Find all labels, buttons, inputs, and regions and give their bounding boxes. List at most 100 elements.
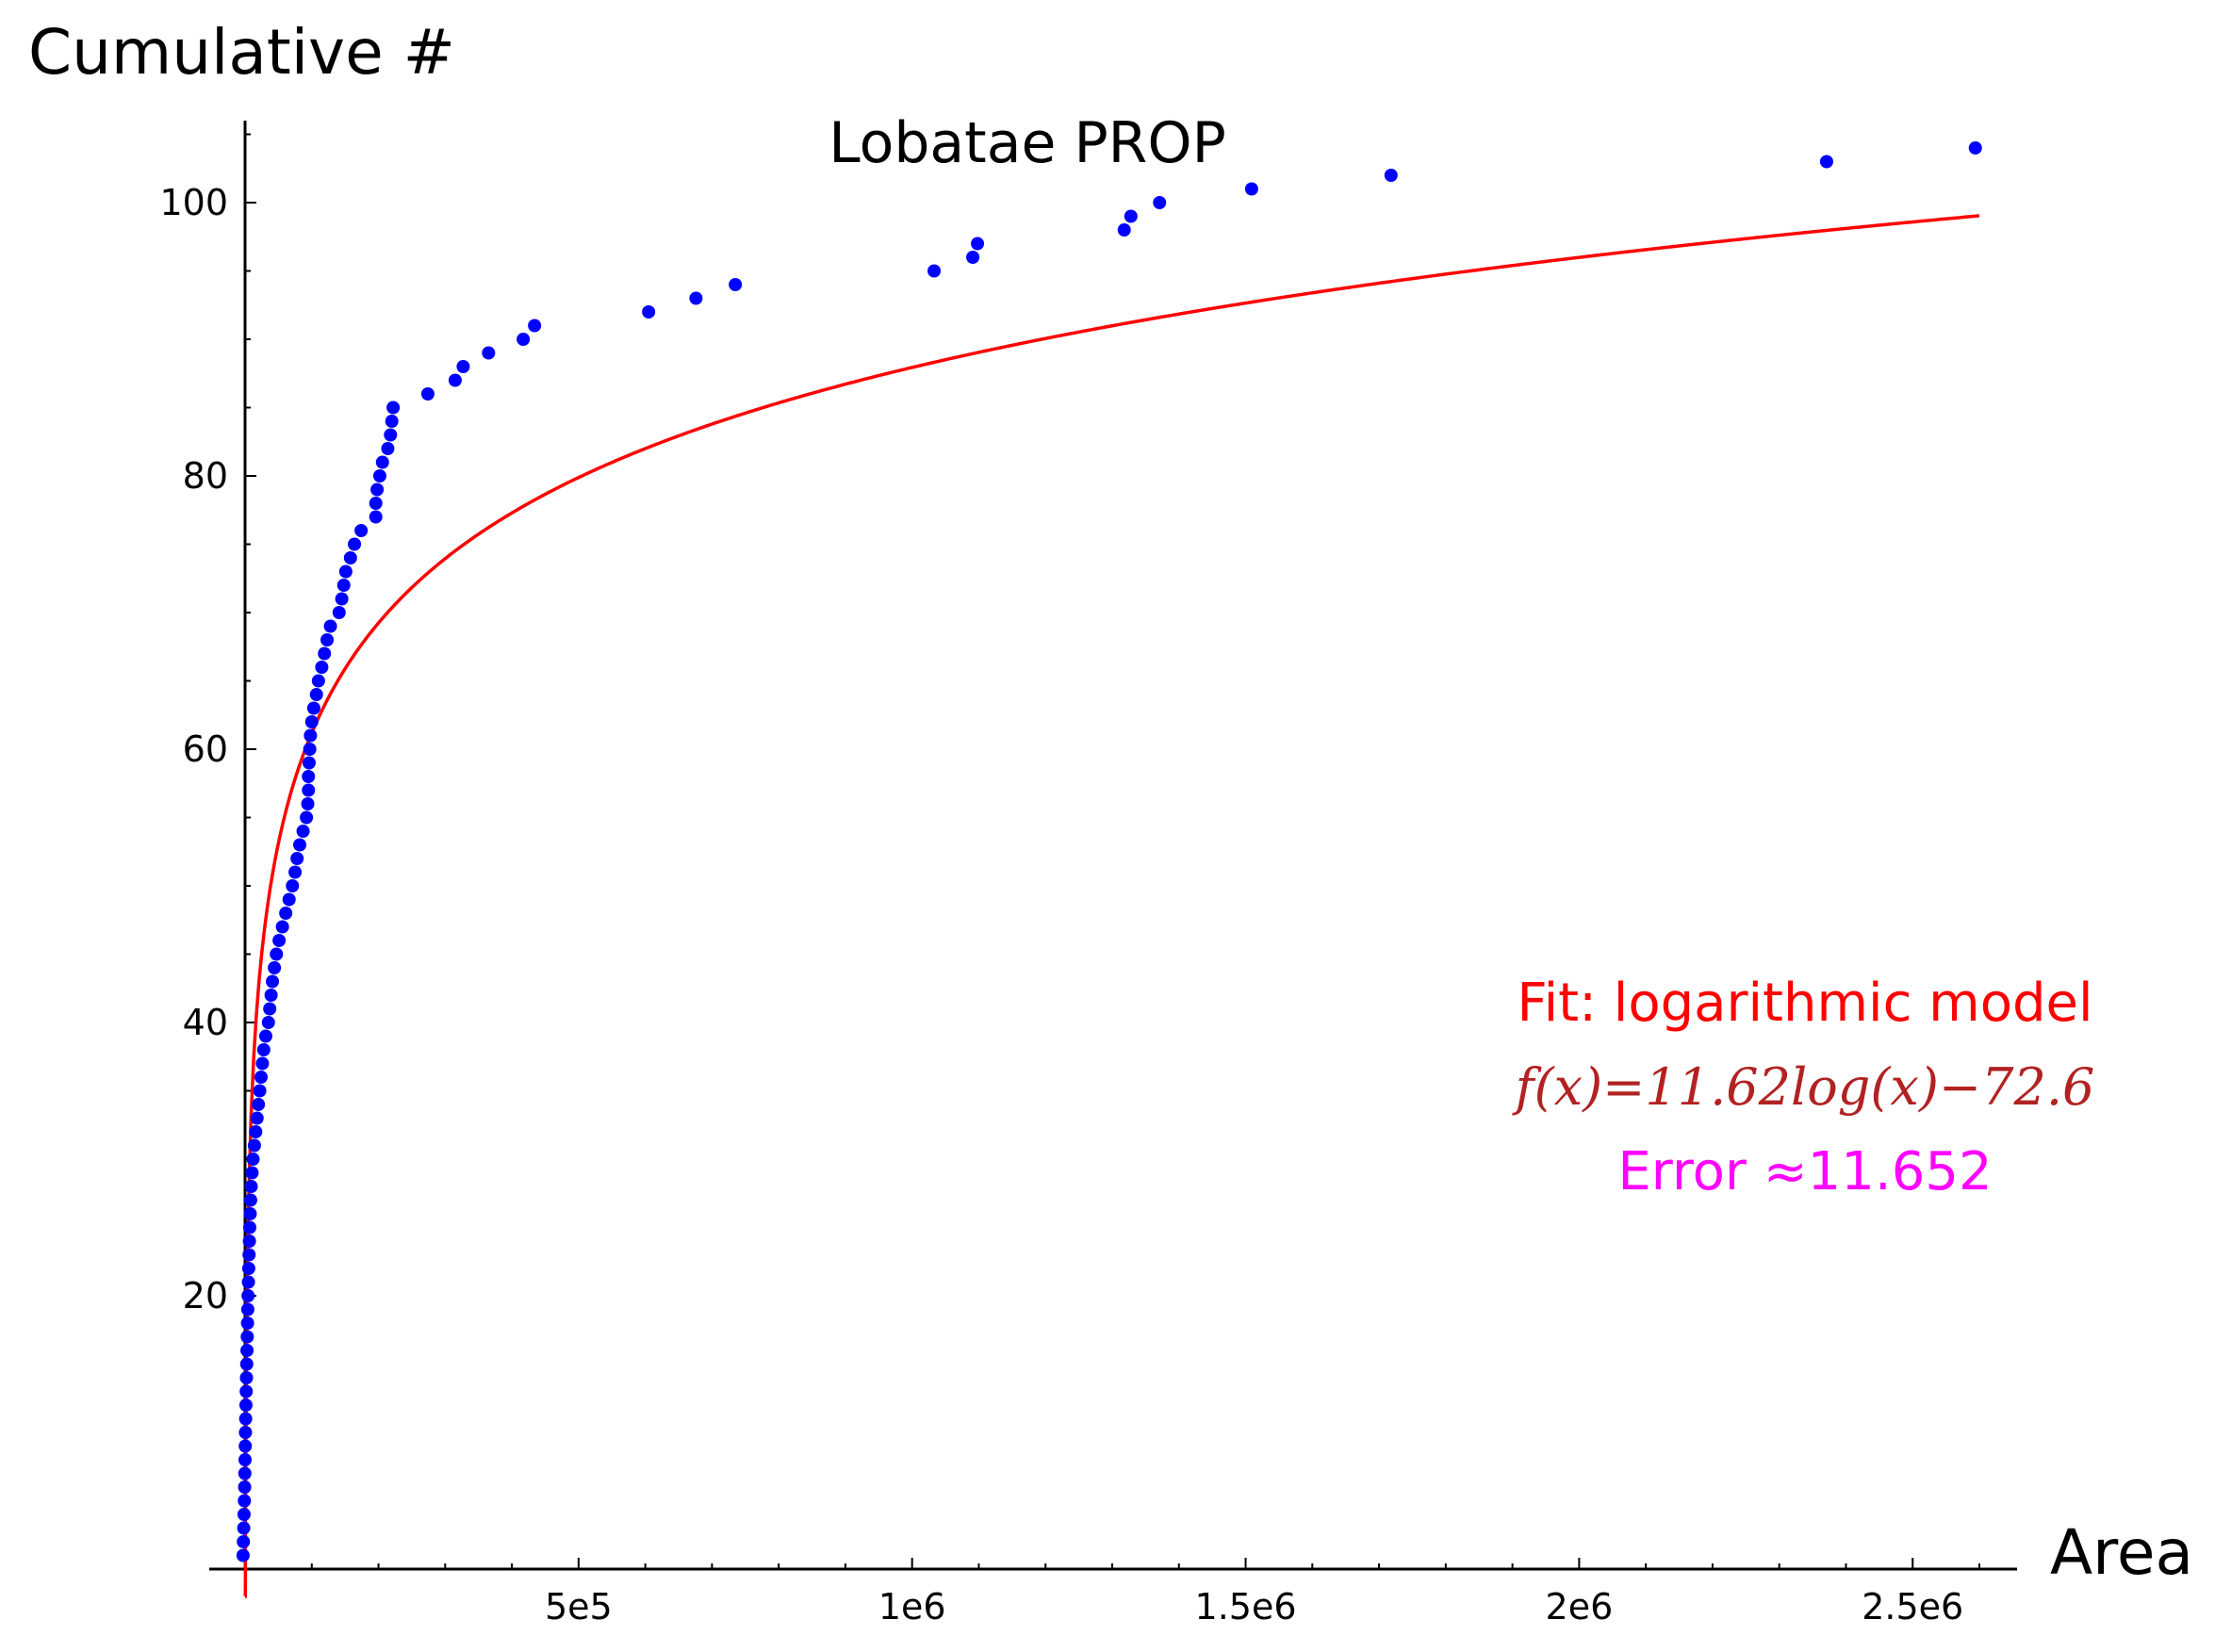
x-tick-label: 5e5 (545, 1586, 613, 1627)
data-point (1819, 155, 1833, 169)
data-point (966, 251, 980, 264)
data-point (517, 333, 531, 346)
data-point (384, 428, 398, 442)
data-point (372, 469, 386, 483)
data-point (420, 387, 435, 401)
data-point (1153, 196, 1167, 209)
data-point (241, 1275, 255, 1289)
data-point (242, 1220, 256, 1235)
data-point (375, 455, 389, 469)
data-point (240, 1302, 254, 1317)
data-point (370, 483, 385, 497)
data-point (1124, 209, 1138, 223)
data-point (240, 1317, 254, 1330)
x-tick-label: 2e6 (1546, 1586, 1614, 1627)
data-point (315, 661, 329, 674)
data-point (266, 974, 280, 989)
data-point (293, 838, 307, 852)
data-point (335, 592, 349, 606)
data-point (242, 1235, 256, 1248)
data-point (301, 797, 315, 810)
data-point (238, 1480, 252, 1494)
data-point (348, 537, 362, 551)
data-point (240, 1344, 254, 1357)
x-axis-label: Area (2050, 1516, 2193, 1589)
data-point (263, 1002, 277, 1016)
data-point (254, 1071, 268, 1084)
data-point (236, 1548, 250, 1562)
data-point (448, 373, 462, 387)
x-tick-label: 1e6 (878, 1586, 946, 1627)
data-point (385, 415, 399, 428)
data-point (642, 305, 656, 319)
x-tick-label: 2.5e6 (1862, 1586, 1963, 1627)
data-point (1244, 182, 1258, 196)
data-point (288, 865, 303, 879)
fit-curve-layer (243, 214, 1980, 1598)
data-point (309, 688, 323, 701)
data-point (304, 728, 318, 743)
data-point (282, 892, 296, 907)
axis-ticks (245, 133, 1980, 1569)
data-point (302, 770, 316, 783)
data-point (238, 1412, 253, 1426)
data-point (272, 934, 287, 947)
data-point (971, 237, 985, 251)
data-point (238, 1439, 253, 1453)
data-point (255, 1056, 270, 1071)
data-point (303, 743, 317, 756)
data-point (241, 1262, 255, 1275)
fit-equation-annotation: f(x)=11.62log(x)−72.6 (1512, 1057, 2095, 1117)
data-point (338, 564, 353, 579)
data-point (286, 879, 300, 892)
data-point (311, 674, 325, 688)
data-point (729, 278, 743, 291)
data-point (239, 1384, 254, 1398)
data-point (369, 510, 383, 524)
data-point (1117, 223, 1131, 237)
data-point (323, 619, 337, 633)
fit-model-annotation: Fit: logarithmic model (1517, 973, 2092, 1034)
data-point (320, 633, 335, 646)
data-point (689, 291, 703, 305)
y-tick-label: 100 (159, 182, 228, 223)
data-point (264, 989, 278, 1002)
data-point (354, 524, 369, 537)
data-point (482, 346, 496, 360)
data-point (300, 810, 314, 825)
chart-title: Lobatae PROP (829, 110, 1226, 176)
data-point (261, 1016, 275, 1029)
y-tick-label: 60 (183, 728, 228, 770)
data-point (238, 1466, 252, 1480)
data-point (302, 756, 316, 770)
data-point (239, 1357, 254, 1371)
data-point (275, 920, 289, 934)
data-point (258, 1029, 272, 1043)
data-point (237, 1508, 251, 1521)
data-point (243, 1207, 257, 1220)
data-point (381, 442, 395, 455)
data-point (237, 1535, 251, 1548)
data-point (306, 701, 320, 715)
data-point (252, 1098, 266, 1111)
data-point (247, 1138, 261, 1153)
y-tick-label: 80 (183, 455, 228, 497)
data-point (318, 646, 332, 661)
data-point (279, 907, 293, 920)
data-point (244, 1180, 258, 1193)
error-annotation: Error ≈11.652 (1617, 1141, 1992, 1202)
data-point (302, 783, 316, 797)
data-point (239, 1371, 254, 1384)
data-point (290, 852, 304, 865)
data-point (240, 1330, 254, 1344)
fit-curve (243, 214, 1980, 1598)
data-point (336, 579, 351, 592)
data-point (456, 360, 470, 373)
data-point (243, 1193, 257, 1207)
data-point (238, 1426, 253, 1439)
data-point (250, 1111, 264, 1125)
data-point (343, 551, 357, 564)
data-point (268, 961, 282, 974)
x-tick-label: 1.5e6 (1195, 1586, 1297, 1627)
data-point (304, 715, 319, 728)
